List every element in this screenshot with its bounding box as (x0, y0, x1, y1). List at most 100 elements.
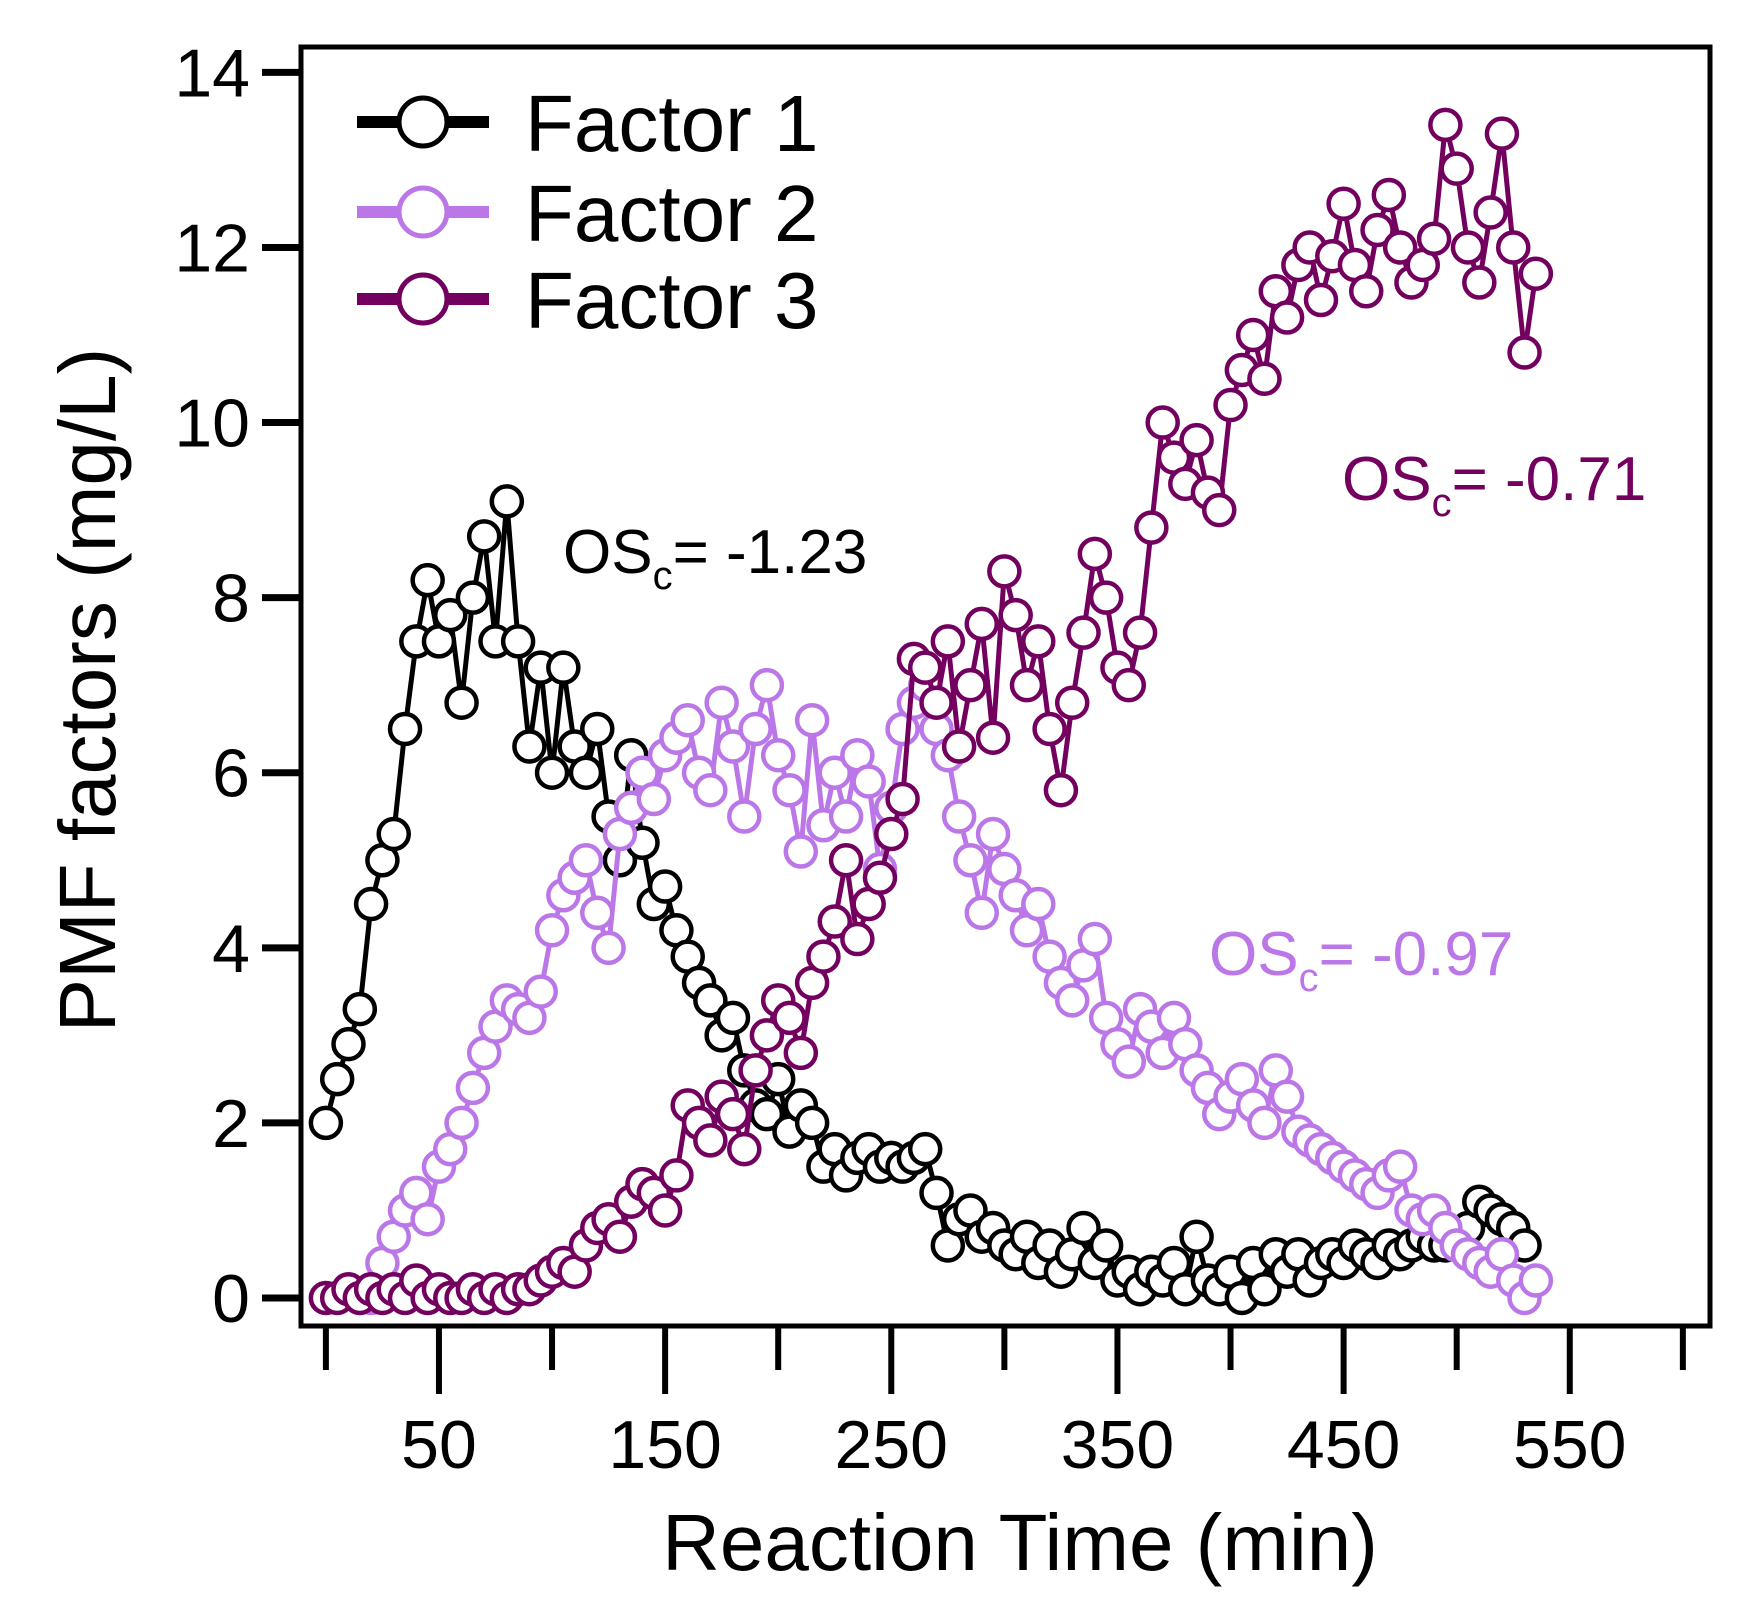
data-point (1371, 177, 1407, 213)
legend-label: Factor 3 (525, 256, 818, 345)
data-point (885, 781, 920, 817)
series-factor-2 (353, 667, 1554, 1316)
data-point (353, 886, 389, 922)
data-point (851, 764, 886, 799)
x-axis-title: Reaction Time (min) (662, 1498, 1378, 1587)
data-point (1066, 1210, 1101, 1246)
data-point (1122, 615, 1158, 650)
data-point (534, 755, 570, 790)
x-tick-label: 50 (401, 1407, 477, 1483)
data-point (1235, 317, 1271, 353)
legend-label: Factor 1 (525, 79, 818, 168)
x-tick-label: 150 (608, 1407, 721, 1483)
data-point (1269, 300, 1305, 335)
data-point (1145, 405, 1180, 440)
data-point (783, 834, 819, 869)
data-point (715, 729, 751, 764)
data-point (1247, 1271, 1282, 1307)
data-point (636, 781, 672, 817)
data-point (1450, 230, 1486, 265)
data-point (308, 1105, 344, 1141)
data-point (1507, 335, 1542, 370)
data-point (715, 1000, 751, 1036)
series-layer (308, 107, 1554, 1316)
data-point (1134, 510, 1169, 545)
x-tick-label: 550 (1513, 1407, 1626, 1483)
data-point (1473, 195, 1508, 230)
data-point (1416, 221, 1452, 256)
legend-marker (396, 95, 450, 149)
data-point (907, 1131, 943, 1167)
data-point (1518, 1263, 1554, 1298)
data-point (760, 737, 796, 773)
data-point (919, 685, 954, 720)
data-point (828, 799, 864, 834)
data-point (602, 1219, 638, 1254)
data-point (512, 729, 547, 764)
data-point (1213, 387, 1248, 423)
y-tick-label: 14 (174, 35, 250, 111)
y-axis-title: PMF factors (mg/L) (43, 348, 132, 1033)
data-point (1518, 256, 1554, 291)
data-point (749, 1018, 785, 1053)
legend-marker (396, 272, 450, 326)
data-point (1179, 422, 1214, 458)
data-point (534, 913, 570, 948)
osc-annotation: OSc= -0.97 (1209, 920, 1513, 1000)
data-point (546, 650, 581, 685)
data-point (727, 1131, 762, 1167)
data-point (817, 755, 852, 790)
data-point (930, 624, 966, 659)
data-point (749, 667, 785, 703)
data-point (591, 930, 626, 966)
y-tick-label: 8 (212, 561, 250, 637)
osc-annotation: OSc= -0.71 (1342, 445, 1646, 525)
legend-item: Factor 1 (357, 79, 818, 168)
data-point (907, 650, 943, 685)
data-point (715, 1096, 751, 1132)
data-point (749, 1096, 785, 1132)
data-point (1439, 151, 1474, 186)
data-point (1462, 265, 1497, 300)
y-tick-label: 4 (212, 911, 250, 987)
data-point (874, 816, 909, 852)
data-point (1009, 667, 1045, 703)
data-point (953, 667, 988, 703)
data-point (975, 816, 1011, 852)
data-point (1247, 1105, 1282, 1141)
data-point (941, 799, 977, 834)
legend-item: Factor 3 (357, 256, 818, 345)
legend-marker (396, 185, 450, 239)
x-tick-label: 350 (1061, 1407, 1174, 1483)
data-point (1088, 580, 1124, 615)
data-point (987, 554, 1022, 589)
data-point (1382, 230, 1418, 265)
data-point (1179, 1219, 1214, 1254)
data-point (523, 974, 558, 1009)
legend-label: Factor 2 (525, 169, 818, 258)
data-point (794, 702, 830, 738)
series-factor-1 (308, 484, 1542, 1316)
data-point (1088, 1228, 1124, 1263)
data-point (376, 816, 411, 852)
annotations: OSc= -1.23 OSc= -0.97 OSc= -0.71 (563, 445, 1646, 1000)
data-point (1247, 361, 1282, 397)
data-point (738, 711, 773, 747)
data-point (1054, 983, 1090, 1018)
data-point (331, 1026, 366, 1062)
data-point (500, 624, 536, 659)
data-point (455, 1070, 491, 1106)
data-point (568, 843, 604, 878)
data-point (410, 562, 445, 598)
data-point (387, 711, 423, 747)
data-point (1484, 116, 1520, 151)
data-point (1066, 615, 1101, 650)
data-point (433, 597, 468, 633)
data-point (410, 1201, 445, 1237)
data-point (580, 711, 615, 747)
y-tick-label: 6 (212, 736, 250, 812)
data-point (941, 729, 977, 764)
data-point (444, 685, 479, 720)
